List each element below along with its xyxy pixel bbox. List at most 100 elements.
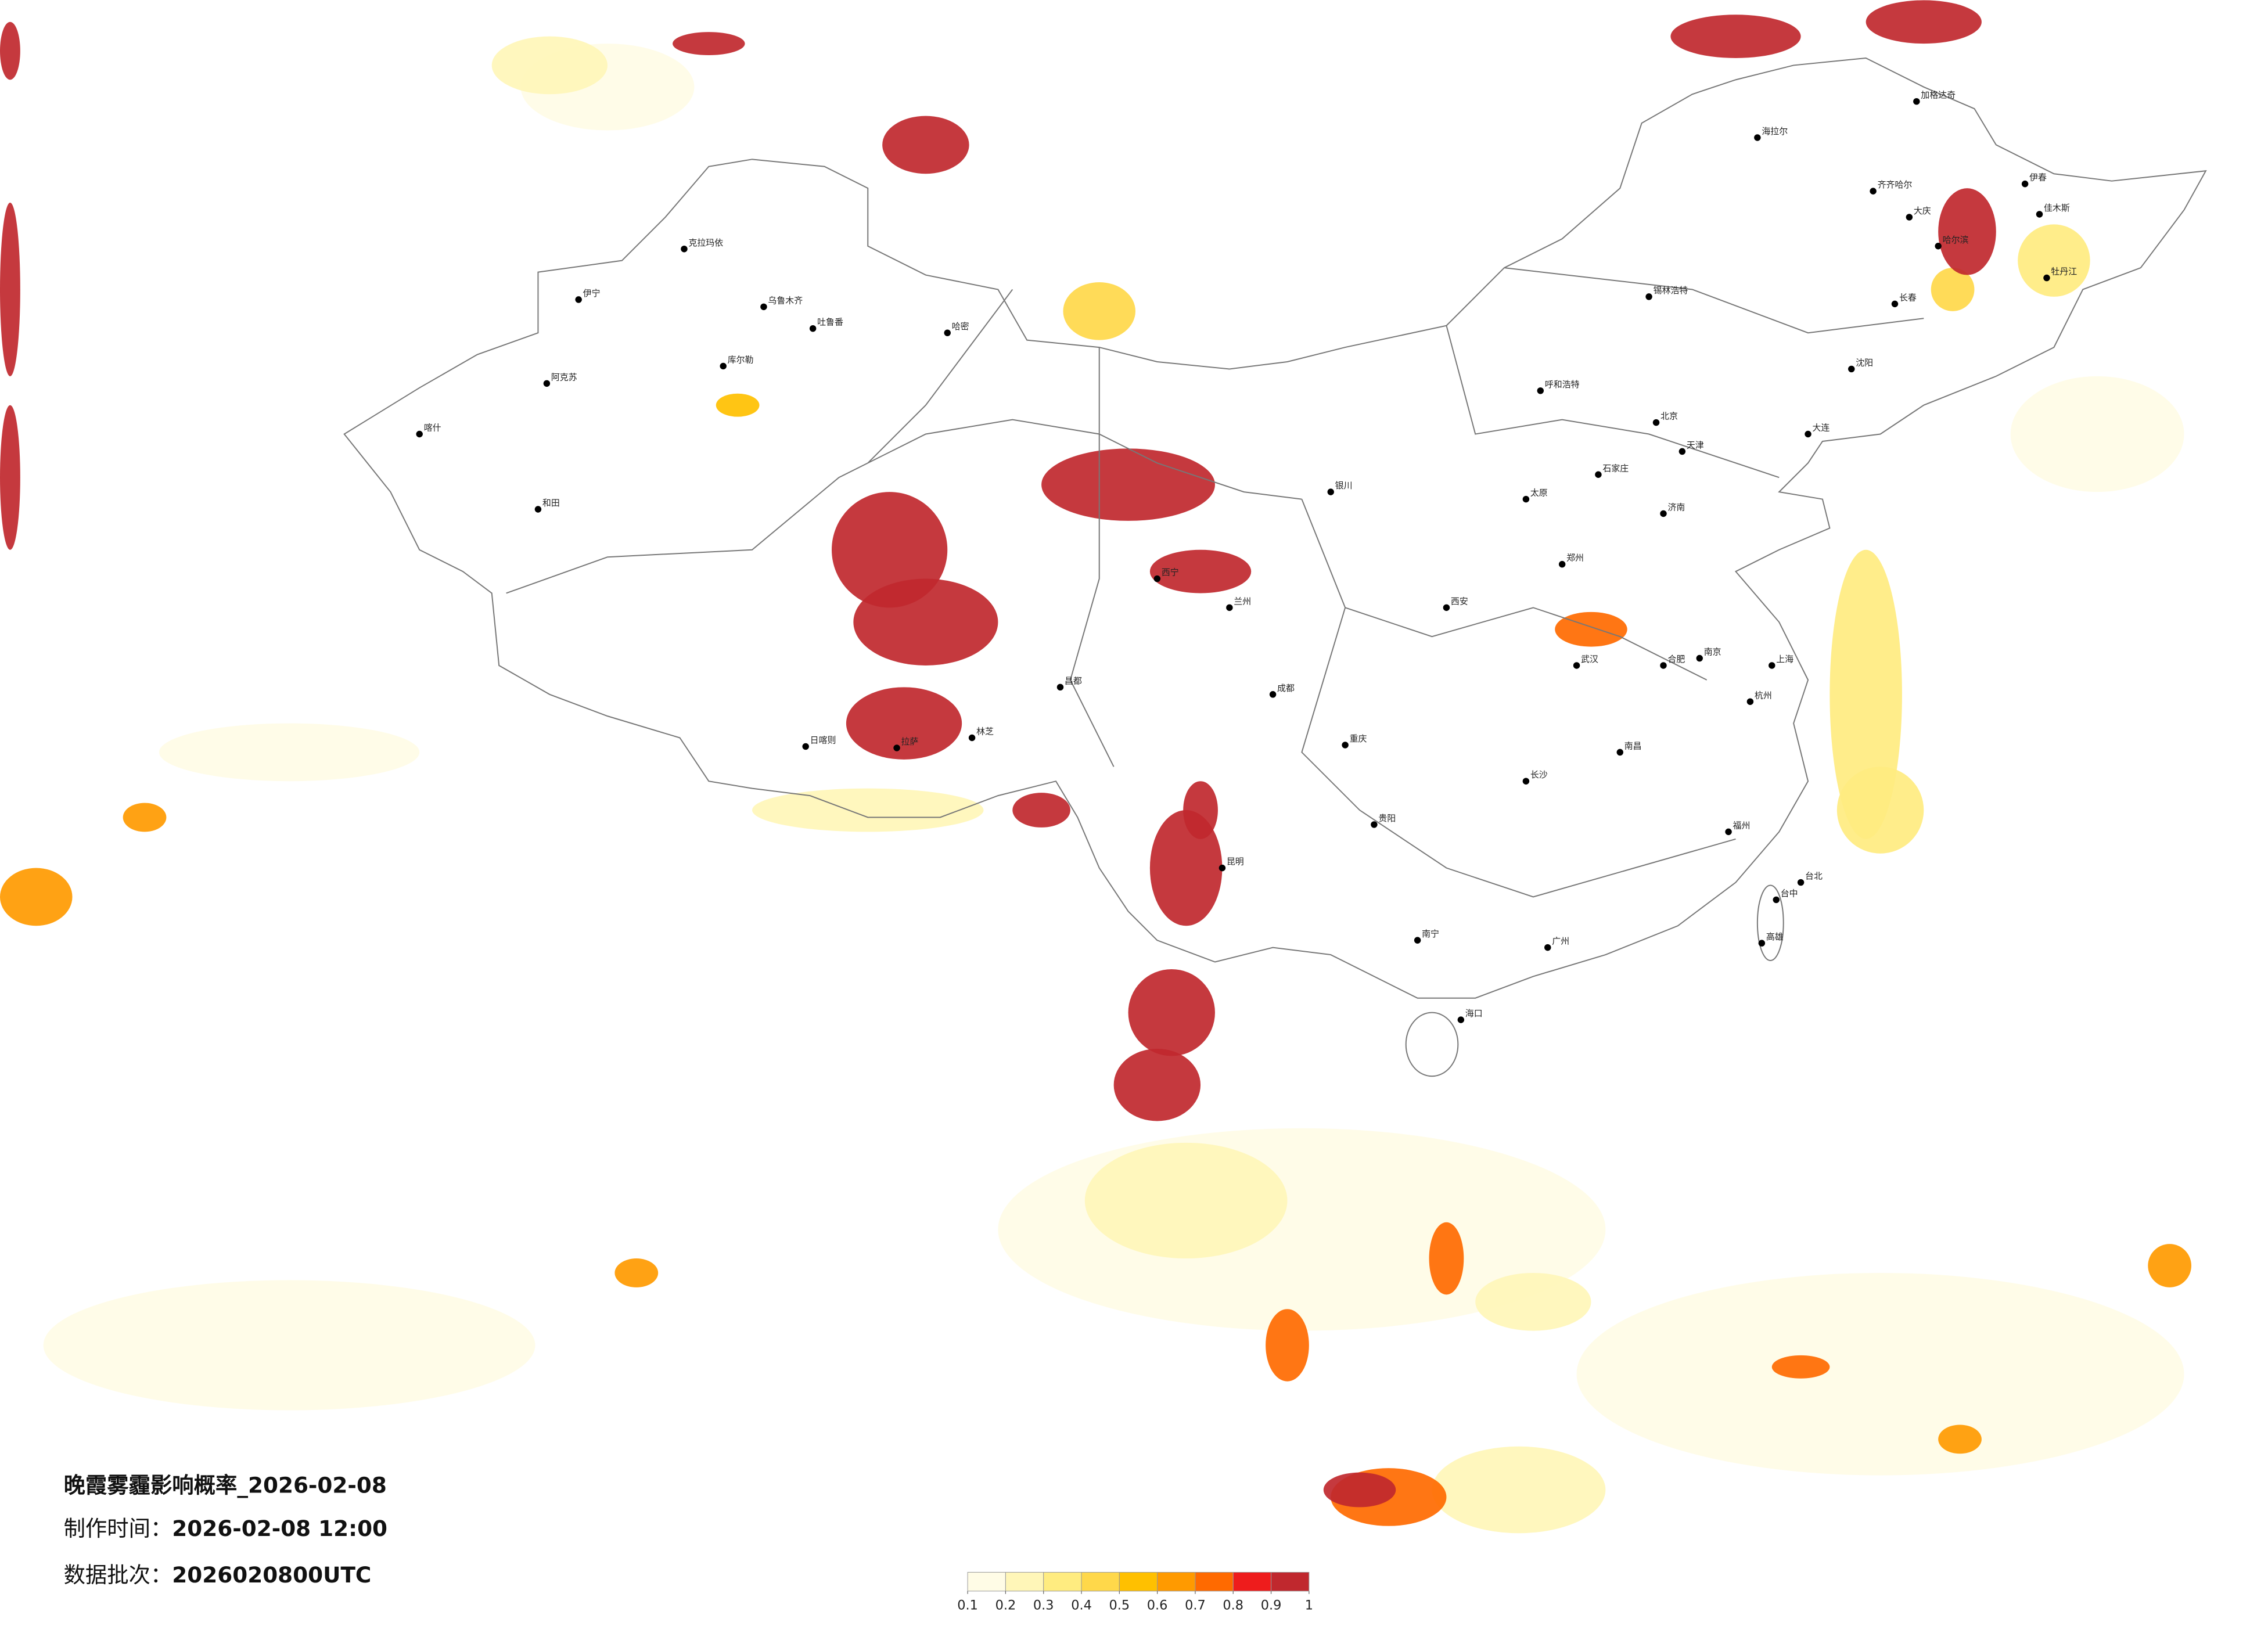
city-label: 林芝 xyxy=(976,726,994,737)
city-dot xyxy=(1913,98,1920,105)
city-label: 高雄 xyxy=(1766,931,1784,942)
city-label: 石家庄 xyxy=(1602,463,1629,473)
probability-patch xyxy=(1475,1272,1591,1331)
city-label: 西宁 xyxy=(1162,567,1179,578)
city-label: 大连 xyxy=(1813,423,1830,433)
colorbar-tick-label: 0.4 xyxy=(1071,1598,1092,1613)
taiwan xyxy=(1756,884,1784,962)
city-label: 合肥 xyxy=(1667,654,1685,664)
city-label: 海拉尔 xyxy=(1762,126,1788,136)
colorbar-segment xyxy=(1157,1571,1196,1592)
city-dot xyxy=(1906,214,1913,221)
city-dot xyxy=(575,296,582,303)
city-label: 和田 xyxy=(542,498,560,508)
city-dot xyxy=(2036,211,2043,218)
city-dot xyxy=(1573,662,1580,669)
probability-patch xyxy=(1830,549,1902,839)
probability-patch xyxy=(1866,0,1982,44)
city-dot xyxy=(1773,896,1780,904)
city-label: 沈阳 xyxy=(1856,357,1873,368)
city-dot xyxy=(1153,575,1161,582)
city-label: 哈密 xyxy=(952,321,969,332)
country-border xyxy=(343,57,2207,999)
colorbar-tick-label: 0.5 xyxy=(1109,1598,1130,1613)
colorbar-segment xyxy=(1195,1571,1234,1592)
city-label: 济南 xyxy=(1667,502,1685,513)
city-label: 福州 xyxy=(1733,820,1751,830)
probability-patch xyxy=(1041,448,1215,521)
probability-patch xyxy=(846,687,962,760)
city-label: 阿克苏 xyxy=(551,372,577,382)
city-dot xyxy=(2021,180,2029,188)
city-label: 昆明 xyxy=(1227,857,1244,867)
city-dot xyxy=(1645,293,1652,300)
probability-patch xyxy=(2018,224,2090,297)
city-label: 兰州 xyxy=(1234,596,1251,606)
city-label: 长春 xyxy=(1899,292,1917,303)
city-label: 长沙 xyxy=(1530,769,1548,780)
city-dot xyxy=(1891,300,1899,308)
city-dot xyxy=(416,430,423,438)
city-label: 北京 xyxy=(1660,411,1678,422)
city-label: 武汉 xyxy=(1581,654,1598,664)
city-dot xyxy=(720,362,727,370)
city-label: 台北 xyxy=(1805,871,1823,882)
city-label: 伊宁 xyxy=(583,288,601,298)
probability-patch xyxy=(0,868,73,926)
probability-patch xyxy=(1670,15,1801,58)
city-label: 日喀则 xyxy=(810,735,836,745)
colorbar-tick-label: 0.7 xyxy=(1185,1598,1206,1613)
city-dot xyxy=(1754,134,1761,141)
city-dot xyxy=(1522,778,1530,785)
made-value: 2026-02-08 12:00 xyxy=(172,1516,387,1541)
city-label: 加格达奇 xyxy=(1921,90,1956,100)
city-dot xyxy=(2043,274,2050,282)
city-label: 海口 xyxy=(1465,1008,1483,1019)
city-label: 天津 xyxy=(1687,440,1704,450)
city-label: 昌都 xyxy=(1065,675,1082,686)
city-dot xyxy=(1537,387,1544,394)
hainan xyxy=(1405,1012,1459,1077)
probability-patch xyxy=(1183,781,1218,839)
colorbar-segment xyxy=(1081,1571,1120,1592)
city-dot xyxy=(1342,742,1349,749)
city-label: 成都 xyxy=(1277,683,1295,693)
city-dot xyxy=(1558,560,1566,568)
city-label: 伊春 xyxy=(2029,172,2047,183)
city-dot xyxy=(893,744,900,751)
probability-patch xyxy=(2148,1244,2192,1287)
city-dot xyxy=(1056,684,1064,691)
city-label: 佳木斯 xyxy=(2044,203,2070,213)
probability-patch xyxy=(1931,268,1975,311)
colorbar-segment xyxy=(967,1571,1006,1592)
city-label: 喀什 xyxy=(424,423,441,433)
probability-patch xyxy=(1432,1446,1606,1534)
probability-patch xyxy=(831,492,948,608)
city-dot xyxy=(1327,488,1334,495)
city-label: 台中 xyxy=(1781,888,1798,898)
probability-patch xyxy=(491,36,608,95)
city-dot xyxy=(1414,937,1421,944)
city-dot xyxy=(944,329,951,336)
city-label: 锡林浩特 xyxy=(1654,285,1688,296)
city-label: 乌鲁木齐 xyxy=(768,295,803,305)
city-dot xyxy=(1935,243,1942,250)
city-label: 南宁 xyxy=(1422,929,1439,939)
city-label: 南昌 xyxy=(1624,740,1642,751)
probability-patch xyxy=(673,32,745,56)
map-title: 晚霞雾霾影响概率_2026-02-08 xyxy=(64,1473,387,1498)
city-dot xyxy=(1595,471,1602,478)
city-dot xyxy=(1616,749,1624,756)
city-dot xyxy=(1457,1016,1465,1023)
colorbar: 0.1 0.2 0.3 0.4 0.5 0.6 0.7 0.8 0.9 1 xyxy=(957,1571,1313,1613)
city-dot xyxy=(1219,864,1226,872)
city-dot xyxy=(1678,448,1686,455)
probability-patch xyxy=(123,803,167,832)
probability-patch xyxy=(1938,188,1996,275)
city-label: 克拉玛依 xyxy=(688,238,723,248)
city-dot xyxy=(1226,604,1233,611)
city-dot xyxy=(1769,662,1775,669)
city-label: 杭州 xyxy=(1755,690,1772,700)
colorbar-segment xyxy=(1119,1571,1158,1592)
probability-patch xyxy=(752,788,984,832)
